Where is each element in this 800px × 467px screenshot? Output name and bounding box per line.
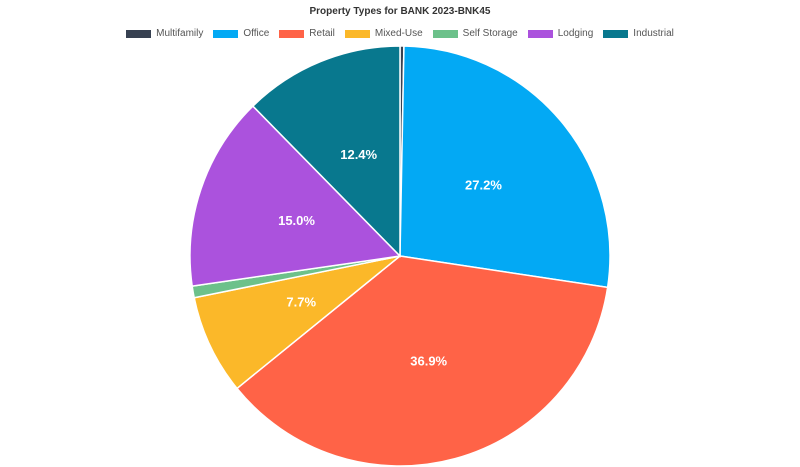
legend-item-lodging[interactable]: Lodging: [527, 28, 594, 39]
legend-swatch: [432, 29, 458, 38]
legend-label: Self Storage: [462, 28, 518, 39]
legend: Multifamily Office Retail Mixed-Use Self Sto…: [0, 28, 800, 39]
legend-label: Industrial: [633, 28, 674, 39]
legend-item-self-storage[interactable]: Self Storage: [432, 28, 518, 39]
pie-slice-office[interactable]: [399, 45, 611, 289]
slice-label: 12.4%: [340, 147, 377, 162]
legend-label: Mixed-Use: [374, 28, 423, 39]
legend-swatch: [344, 29, 370, 38]
slice-label: 15.0%: [278, 213, 315, 228]
legend-swatch: [603, 29, 629, 38]
slice-label: 27.2%: [465, 178, 502, 193]
chart-title: Property Types for BANK 2023-BNK45: [309, 6, 491, 17]
legend-item-multifamily[interactable]: Multifamily: [126, 28, 203, 39]
legend-label: Lodging: [557, 28, 594, 39]
legend-swatch: [527, 29, 553, 38]
legend-item-retail[interactable]: Retail: [279, 28, 335, 39]
legend-item-industrial[interactable]: Industrial: [603, 28, 674, 39]
pie-slice-retail[interactable]: [235, 255, 609, 467]
slice-label: 7.7%: [286, 295, 316, 310]
pie-slice-industrial[interactable]: [251, 45, 401, 258]
legend-label: Office: [243, 28, 270, 39]
slice-label: 36.9%: [410, 353, 447, 368]
pie-slice-mixed-use[interactable]: [193, 255, 401, 390]
legend-swatch: [126, 29, 152, 38]
legend-item-mixed-use[interactable]: Mixed-Use: [344, 28, 423, 39]
legend-swatch: [279, 29, 305, 38]
pie-slice-lodging[interactable]: [189, 105, 402, 287]
legend-label: Retail: [309, 28, 335, 39]
legend-swatch: [213, 29, 239, 38]
legend-label: Multifamily: [156, 28, 204, 39]
legend-item-office[interactable]: Office: [213, 28, 269, 39]
